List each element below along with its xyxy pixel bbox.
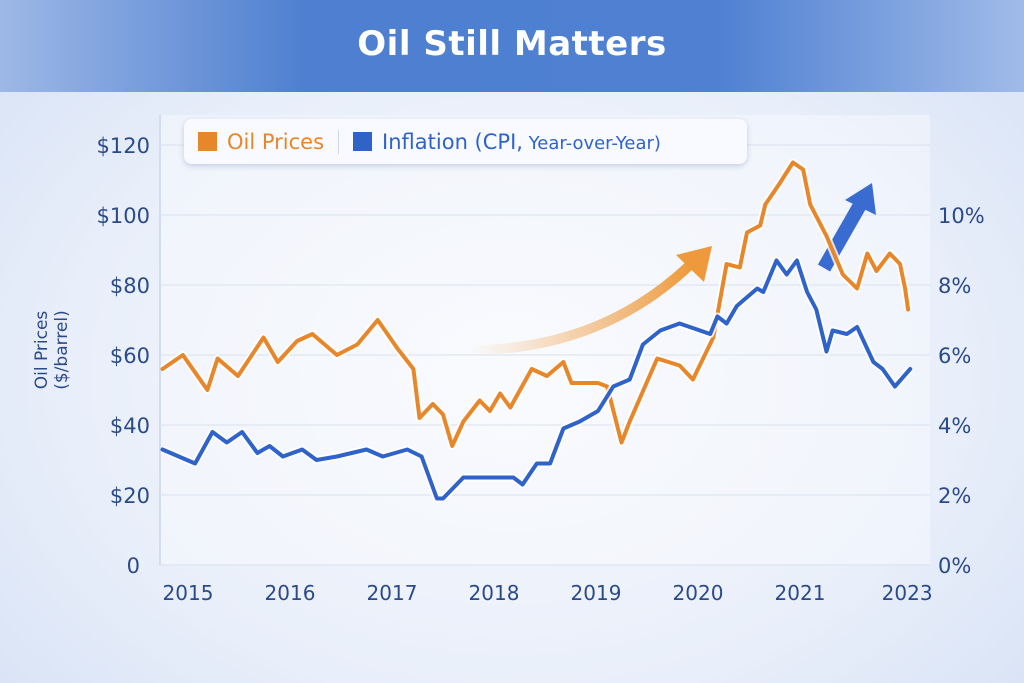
- trend-arrow-orange: [469, 261, 694, 355]
- x-tick-label: 2018: [469, 581, 520, 605]
- y2-tick-label: 0%: [938, 554, 971, 578]
- x-tick-label: 2017: [367, 581, 418, 605]
- y2-tick-label: 4%: [938, 414, 971, 438]
- y-tick-label: $80: [110, 274, 150, 298]
- legend-label-oil: Oil Prices: [227, 129, 325, 154]
- legend-swatch-inflation: [353, 132, 373, 151]
- x-tick-label: 2021: [775, 581, 826, 605]
- legend-label-inflation: Inflation (CPI, Year-over-Year): [382, 130, 661, 154]
- trend-arrow-blue: [817, 201, 867, 272]
- legend: Oil Prices Inflation (CPI, Year-over-Yea…: [184, 119, 747, 164]
- y2-tick-label: 10%: [938, 204, 985, 228]
- y-tick-label: 0: [127, 554, 140, 578]
- y2-tick-label: 2%: [938, 484, 971, 508]
- y-tick-label: $60: [110, 344, 150, 368]
- x-tick-label: 2020: [673, 581, 724, 605]
- y-axis-label: Oil Prices ($/barrel): [32, 310, 72, 390]
- y-tick-label: $100: [97, 204, 150, 228]
- legend-swatch-oil: [198, 132, 217, 151]
- trend-arrow-orange-head: [676, 246, 712, 282]
- legend-label-inflation-b: Year-over-Year): [522, 132, 661, 154]
- x-tick-label: 2015: [163, 581, 214, 605]
- title-banner: [0, 0, 1024, 92]
- x-tick-label: 2023: [882, 581, 933, 605]
- x-tick-label: 2019: [571, 581, 622, 605]
- legend-label-inflation-a: Inflation (CPI,: [382, 129, 523, 154]
- trend-arrow-blue-head: [845, 183, 876, 215]
- y2-tick-label: 8%: [938, 274, 971, 298]
- y2-tick-label: 6%: [938, 344, 971, 368]
- x-tick-label: 2016: [265, 581, 316, 605]
- y-tick-label: $40: [110, 414, 150, 438]
- legend-divider: [338, 129, 340, 154]
- chart-title: Oil Still Matters: [357, 24, 667, 64]
- oil-price-line: [160, 160, 911, 448]
- y-tick-label: $20: [110, 484, 150, 508]
- y-tick-label: $120: [97, 134, 150, 158]
